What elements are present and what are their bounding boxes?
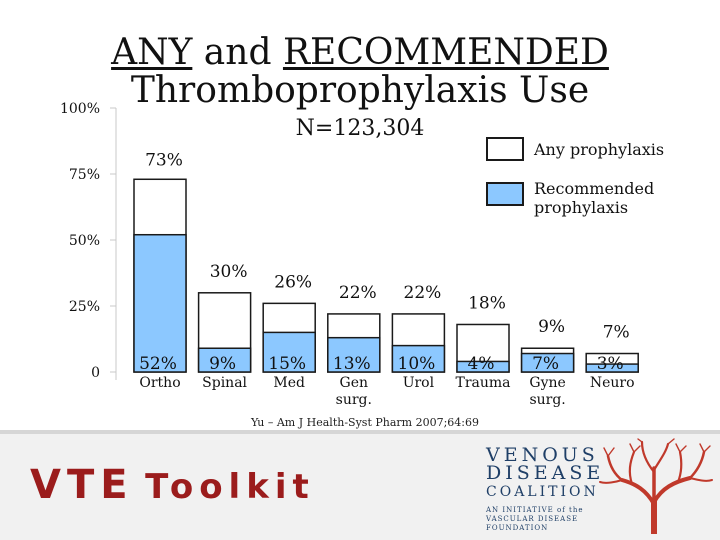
bar-recommended-prophylaxis [391,344,446,373]
x-tick-label: Gyne [529,375,565,391]
sample-size-label: N=123,304 [295,116,425,141]
org-line-3: COALITION [486,484,599,500]
data-label-recommended: 13% [333,354,371,374]
y-tick-label: 75% [69,167,100,183]
bar-recommended-prophylaxis [456,360,510,373]
legend-label-recommended-line1: Recommended [534,179,655,198]
data-label-recommended: 9% [209,354,236,374]
legend-swatch-recommended [486,182,524,206]
title-any: ANY [111,32,193,73]
data-label-recommended: 3% [597,354,624,374]
toolkit-vte-text: VTE [30,462,134,508]
org-sub-3: FOUNDATION [486,524,549,532]
x-tick-label: Spinal [202,375,247,391]
bar-recommended-prophylaxis [197,347,252,373]
bar-recommended-prophylaxis [585,363,639,373]
data-label-any: 18% [468,293,506,313]
vein-tree-icon [599,438,713,534]
data-label-any: 30% [210,262,248,282]
x-tick-label: Ortho [139,375,180,391]
footer-divider [0,430,720,434]
y-tick-label: 100% [60,101,100,117]
title-and: and [203,32,272,73]
y-tick-label: 50% [69,233,100,249]
data-label-recommended: 4% [468,354,495,374]
data-label-any: 73% [145,150,183,170]
bar-recommended-prophylaxis [133,233,187,373]
data-label-any: 22% [339,283,377,303]
data-label-any: 22% [404,283,442,303]
vte-toolkit-logo: VTE Toolkit [30,462,315,508]
x-tick-label: Urol [403,375,435,391]
chart-title-line-1: ANY and RECOMMENDED [80,34,640,72]
x-tick-label: Gen [340,375,369,391]
data-label-recommended: 52% [139,354,177,374]
legend-label-any: Any prophylaxis [534,140,665,159]
org-sub-1: AN INITIATIVE of the [486,506,584,514]
bar-recommended-prophylaxis [327,336,381,373]
venous-disease-coalition-logo: VENOUS DISEASE COALITION AN INITIATIVE o… [486,446,604,533]
bar-chart: 025%50%75%100%73%52%Ortho30%9%Spinal26%1… [60,101,639,408]
org-line-1: VENOUS [486,444,599,466]
data-label-any: 9% [538,317,565,337]
y-tick-label: 25% [69,299,100,315]
x-tick-label: surg. [336,392,372,408]
data-label-recommended: 7% [532,354,559,374]
x-tick-label: surg. [529,392,565,408]
x-tick-label: Neuro [590,375,635,391]
y-tick-label: 0 [91,365,100,381]
footer-band [0,430,720,540]
legend-swatch-any [486,137,524,161]
bar-recommended-prophylaxis [520,352,575,373]
org-line-2: DISEASE [486,462,605,484]
data-label-recommended: 10% [398,354,436,374]
data-label-any: 26% [274,272,312,292]
title-recommended: RECOMMENDED [282,32,609,73]
x-tick-label: Med [273,375,305,391]
chart-title-line-2: Thromboprophylaxis Use [130,70,590,111]
legend-label-recommended: Recommended prophylaxis [534,179,654,217]
legend-label-recommended-line2: prophylaxis [534,198,629,217]
data-label-recommended: 15% [268,354,306,374]
org-sub-2: VASCULAR DISEASE [486,515,579,523]
toolkit-word-text: Toolkit [145,467,315,507]
citation: Yu – Am J Health-Syst Pharm 2007;64:69 [250,416,479,429]
bar-recommended-prophylaxis [262,331,316,373]
data-label-any: 7% [603,323,630,343]
x-tick-label: Trauma [455,375,510,391]
